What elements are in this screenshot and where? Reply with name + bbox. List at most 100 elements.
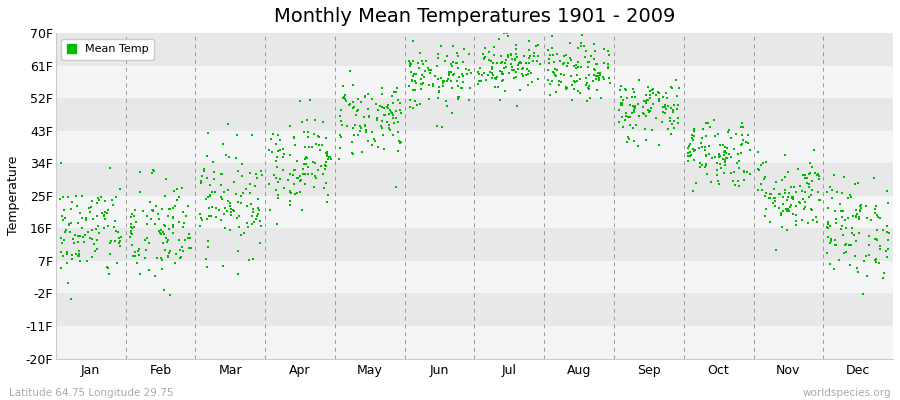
- Point: [357, 123, 372, 129]
- Point: [800, 180, 814, 186]
- Point: [96, 212, 111, 218]
- Point: [870, 214, 885, 220]
- Point: [484, 74, 499, 81]
- Point: [160, 253, 175, 259]
- Point: [195, 217, 210, 224]
- Point: [132, 188, 147, 195]
- Point: [368, 138, 382, 144]
- Point: [717, 148, 732, 154]
- Point: [251, 196, 266, 203]
- Point: [762, 195, 777, 202]
- Point: [234, 193, 248, 199]
- Point: [778, 206, 793, 212]
- Point: [144, 216, 158, 222]
- Point: [615, 102, 629, 108]
- Point: [776, 194, 790, 200]
- Point: [316, 171, 330, 177]
- Point: [805, 206, 819, 213]
- Point: [297, 160, 311, 167]
- Point: [85, 227, 99, 233]
- Point: [832, 257, 846, 263]
- Point: [290, 158, 304, 164]
- Point: [56, 194, 70, 200]
- Point: [868, 259, 883, 265]
- Point: [641, 97, 655, 104]
- Point: [593, 70, 608, 76]
- Point: [410, 80, 424, 86]
- Point: [73, 233, 87, 239]
- Point: [166, 224, 180, 230]
- Point: [306, 159, 320, 166]
- Point: [343, 68, 357, 74]
- Point: [557, 53, 572, 59]
- Point: [823, 240, 837, 247]
- Point: [404, 61, 419, 67]
- Point: [868, 236, 883, 242]
- Point: [692, 160, 706, 166]
- Point: [67, 240, 81, 246]
- Point: [269, 164, 284, 170]
- Point: [226, 206, 240, 213]
- Point: [343, 101, 357, 108]
- Point: [273, 147, 287, 153]
- Point: [623, 114, 637, 120]
- Point: [382, 122, 396, 128]
- Point: [157, 231, 171, 238]
- Point: [582, 82, 597, 89]
- Point: [181, 203, 195, 210]
- Point: [382, 127, 397, 134]
- Point: [687, 157, 701, 164]
- Point: [240, 203, 255, 209]
- Point: [508, 74, 523, 80]
- Point: [143, 199, 157, 205]
- Point: [434, 43, 448, 50]
- Point: [168, 260, 183, 266]
- Point: [505, 64, 519, 70]
- Point: [377, 105, 392, 112]
- Point: [222, 227, 237, 234]
- Point: [663, 115, 678, 122]
- Point: [127, 212, 141, 219]
- Point: [519, 66, 534, 72]
- Point: [482, 48, 497, 55]
- Point: [441, 76, 455, 82]
- Point: [220, 186, 235, 193]
- Point: [290, 190, 304, 196]
- Point: [845, 230, 859, 236]
- Point: [878, 270, 892, 276]
- Point: [332, 113, 347, 120]
- Point: [251, 207, 266, 213]
- Point: [384, 109, 399, 115]
- Point: [199, 256, 213, 262]
- Point: [224, 206, 238, 212]
- Point: [836, 174, 850, 180]
- Bar: [56, 261, 893, 294]
- Point: [779, 208, 794, 214]
- Point: [850, 265, 864, 271]
- Point: [617, 116, 632, 123]
- Point: [90, 212, 104, 219]
- Point: [806, 207, 820, 214]
- Point: [507, 75, 521, 81]
- Point: [705, 154, 719, 161]
- Point: [351, 132, 365, 138]
- Point: [333, 144, 347, 151]
- Point: [628, 94, 643, 100]
- Point: [553, 58, 567, 64]
- Point: [845, 213, 859, 219]
- Point: [373, 103, 387, 110]
- Point: [298, 170, 312, 177]
- Point: [364, 142, 379, 148]
- Point: [230, 270, 245, 277]
- Point: [600, 64, 615, 70]
- Point: [797, 206, 812, 212]
- Point: [230, 214, 244, 221]
- Point: [802, 170, 816, 177]
- Point: [477, 70, 491, 76]
- Point: [442, 72, 456, 78]
- Point: [286, 181, 301, 188]
- Point: [392, 137, 407, 144]
- Point: [97, 225, 112, 232]
- Point: [214, 170, 229, 177]
- Point: [626, 125, 640, 131]
